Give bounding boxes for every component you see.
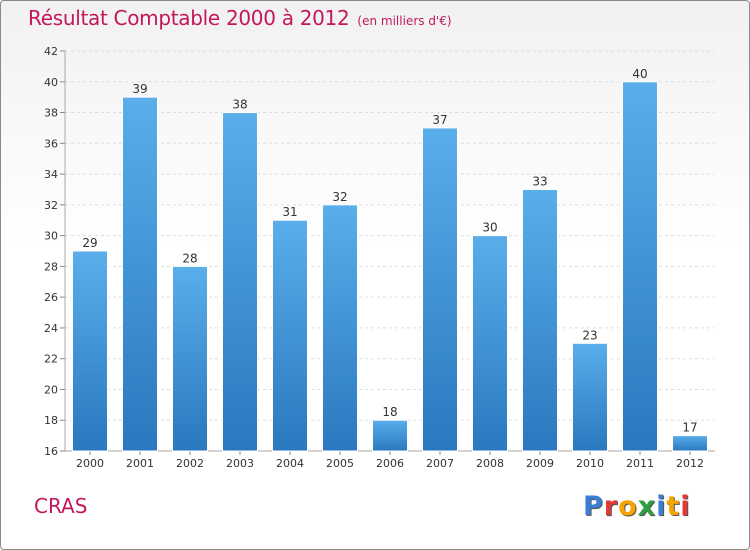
bar — [272, 219, 308, 452]
x-tick-label: 2000 — [76, 457, 104, 470]
x-tick-label: 2006 — [376, 457, 404, 470]
bars — [72, 81, 708, 452]
bar — [72, 250, 108, 452]
bar — [172, 265, 208, 452]
bar — [572, 342, 608, 452]
x-tick-label: 2005 — [326, 457, 354, 470]
bar-value-label: 40 — [632, 67, 647, 81]
x-tick-label: 2002 — [176, 457, 204, 470]
grid-lines — [65, 50, 715, 452]
bar-value-label: 39 — [132, 82, 147, 96]
bar — [472, 235, 508, 452]
y-tick-label: 28 — [44, 260, 58, 273]
axes — [60, 50, 715, 455]
y-tick-label: 36 — [44, 137, 58, 150]
bar-value-label: 38 — [232, 98, 247, 112]
x-tick-label: 2004 — [276, 457, 304, 470]
logo-letter: t — [666, 491, 681, 522]
bar-value-label: 18 — [382, 405, 397, 419]
logo-letter: o — [618, 491, 638, 522]
y-tick-label: 40 — [44, 76, 58, 89]
y-tick-label: 34 — [44, 168, 58, 181]
y-tick-label: 20 — [44, 383, 58, 396]
bar-value-label: 37 — [432, 113, 447, 127]
logo-letter: x — [637, 491, 657, 522]
y-tick-label: 22 — [44, 353, 58, 366]
labels: 16 18 20 22 24 26 28 30 32 34 36 38 40 42 29 2000 39 2001… — [44, 45, 704, 470]
logo-letter: r — [603, 491, 619, 522]
y-tick-label: 24 — [44, 322, 58, 335]
chart-title-text: Résultat Comptable 2000 à 2012 — [28, 6, 350, 30]
x-tick-label: 2003 — [226, 457, 254, 470]
logo-letter: i — [656, 491, 667, 522]
logo-letter: i — [680, 491, 691, 522]
y-tick-label: 30 — [44, 230, 58, 243]
y-tick-label: 26 — [44, 291, 58, 304]
bar-value-label: 32 — [332, 190, 347, 204]
y-tick-label: 16 — [44, 445, 58, 458]
y-tick-label: 18 — [44, 414, 58, 427]
bar — [622, 81, 658, 452]
x-tick-label: 2012 — [676, 457, 704, 470]
bar — [372, 419, 408, 452]
bar-value-label: 23 — [582, 328, 597, 342]
y-tick-label: 32 — [44, 199, 58, 212]
x-tick-label: 2010 — [576, 457, 604, 470]
x-tick-label: 2009 — [526, 457, 554, 470]
bar-value-label: 33 — [532, 174, 547, 188]
bar-value-label: 30 — [482, 221, 497, 235]
proxiti-logo: Proxiti — [583, 491, 691, 522]
chart-unit-text: (en milliers d'€) — [357, 14, 452, 28]
bar — [422, 127, 458, 452]
bar — [322, 204, 358, 452]
bar — [672, 435, 708, 452]
x-tick-label: 2011 — [626, 457, 654, 470]
bar-value-label: 17 — [682, 421, 697, 435]
logo-letter: P — [583, 491, 604, 522]
x-tick-label: 2008 — [476, 457, 504, 470]
location-name: CRAS — [34, 494, 88, 518]
y-tick-label: 42 — [44, 45, 58, 58]
x-tick-label: 2001 — [126, 457, 154, 470]
y-tick-label: 38 — [44, 107, 58, 120]
bar-value-label: 31 — [282, 205, 297, 219]
bar — [122, 96, 158, 452]
bar-value-label: 28 — [182, 251, 197, 265]
x-tick-label: 2007 — [426, 457, 454, 470]
bar — [222, 112, 258, 452]
bar-value-label: 29 — [82, 236, 97, 250]
bar — [522, 188, 558, 452]
chart-title: Résultat Comptable 2000 à 2012 (en millie… — [28, 6, 452, 30]
